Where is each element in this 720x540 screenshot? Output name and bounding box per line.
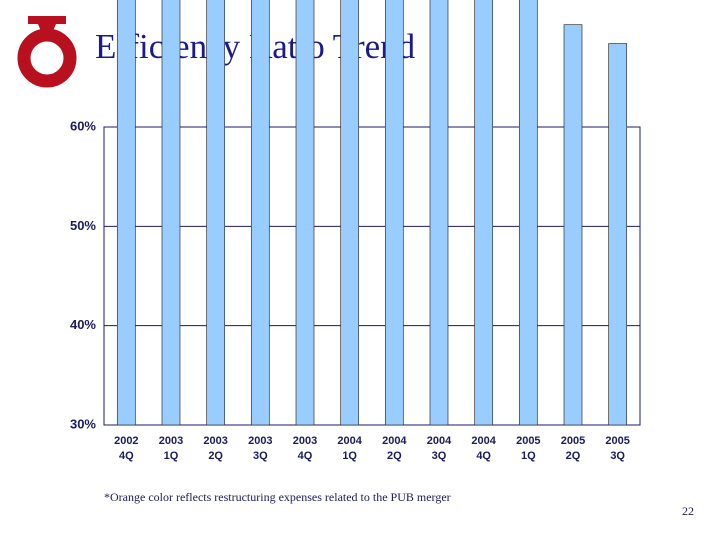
x-tick-label: 2003 1Q [159, 435, 183, 462]
page-number: 22 [682, 504, 694, 518]
bar-segment [250, 0, 270, 426]
x-tick-label: 2002 4Q [114, 435, 138, 462]
y-tick-label: 40% [70, 317, 96, 332]
x-tick-label: 2003 4Q [293, 435, 317, 462]
footnote: *Orange color reflects restructuring exp… [104, 490, 451, 504]
logo [17, 16, 77, 88]
x-tick-label: 2003 3Q [248, 435, 272, 462]
bar-segment [161, 0, 181, 426]
y-tick-label: 30% [70, 416, 96, 431]
x-tick-label: 2003 2Q [203, 435, 227, 462]
x-tick-label: 2004 4Q [471, 435, 496, 462]
x-tick-label: 2004 2Q [382, 435, 407, 462]
bar-segment [116, 0, 136, 426]
bar-segment [518, 0, 538, 426]
x-tick-label: 2005 1Q [516, 435, 540, 462]
bar-segment [206, 0, 226, 426]
x-tick-label: 2005 2Q [561, 435, 585, 462]
x-tick-label: 2005 3Q [605, 435, 629, 462]
x-tick-label: 2004 3Q [427, 435, 452, 462]
bar-segment [295, 0, 315, 426]
bar-segment [384, 0, 404, 426]
y-tick-label: 50% [70, 218, 96, 233]
x-tick-label: 2004 1Q [337, 435, 362, 462]
bar-segment [340, 0, 360, 426]
bar-segment [608, 43, 628, 426]
bar-segment [429, 0, 449, 426]
bar-segment [563, 24, 583, 426]
y-tick-label: 60% [70, 118, 96, 133]
bar-segment [474, 0, 494, 426]
plot-area [103, 126, 641, 426]
